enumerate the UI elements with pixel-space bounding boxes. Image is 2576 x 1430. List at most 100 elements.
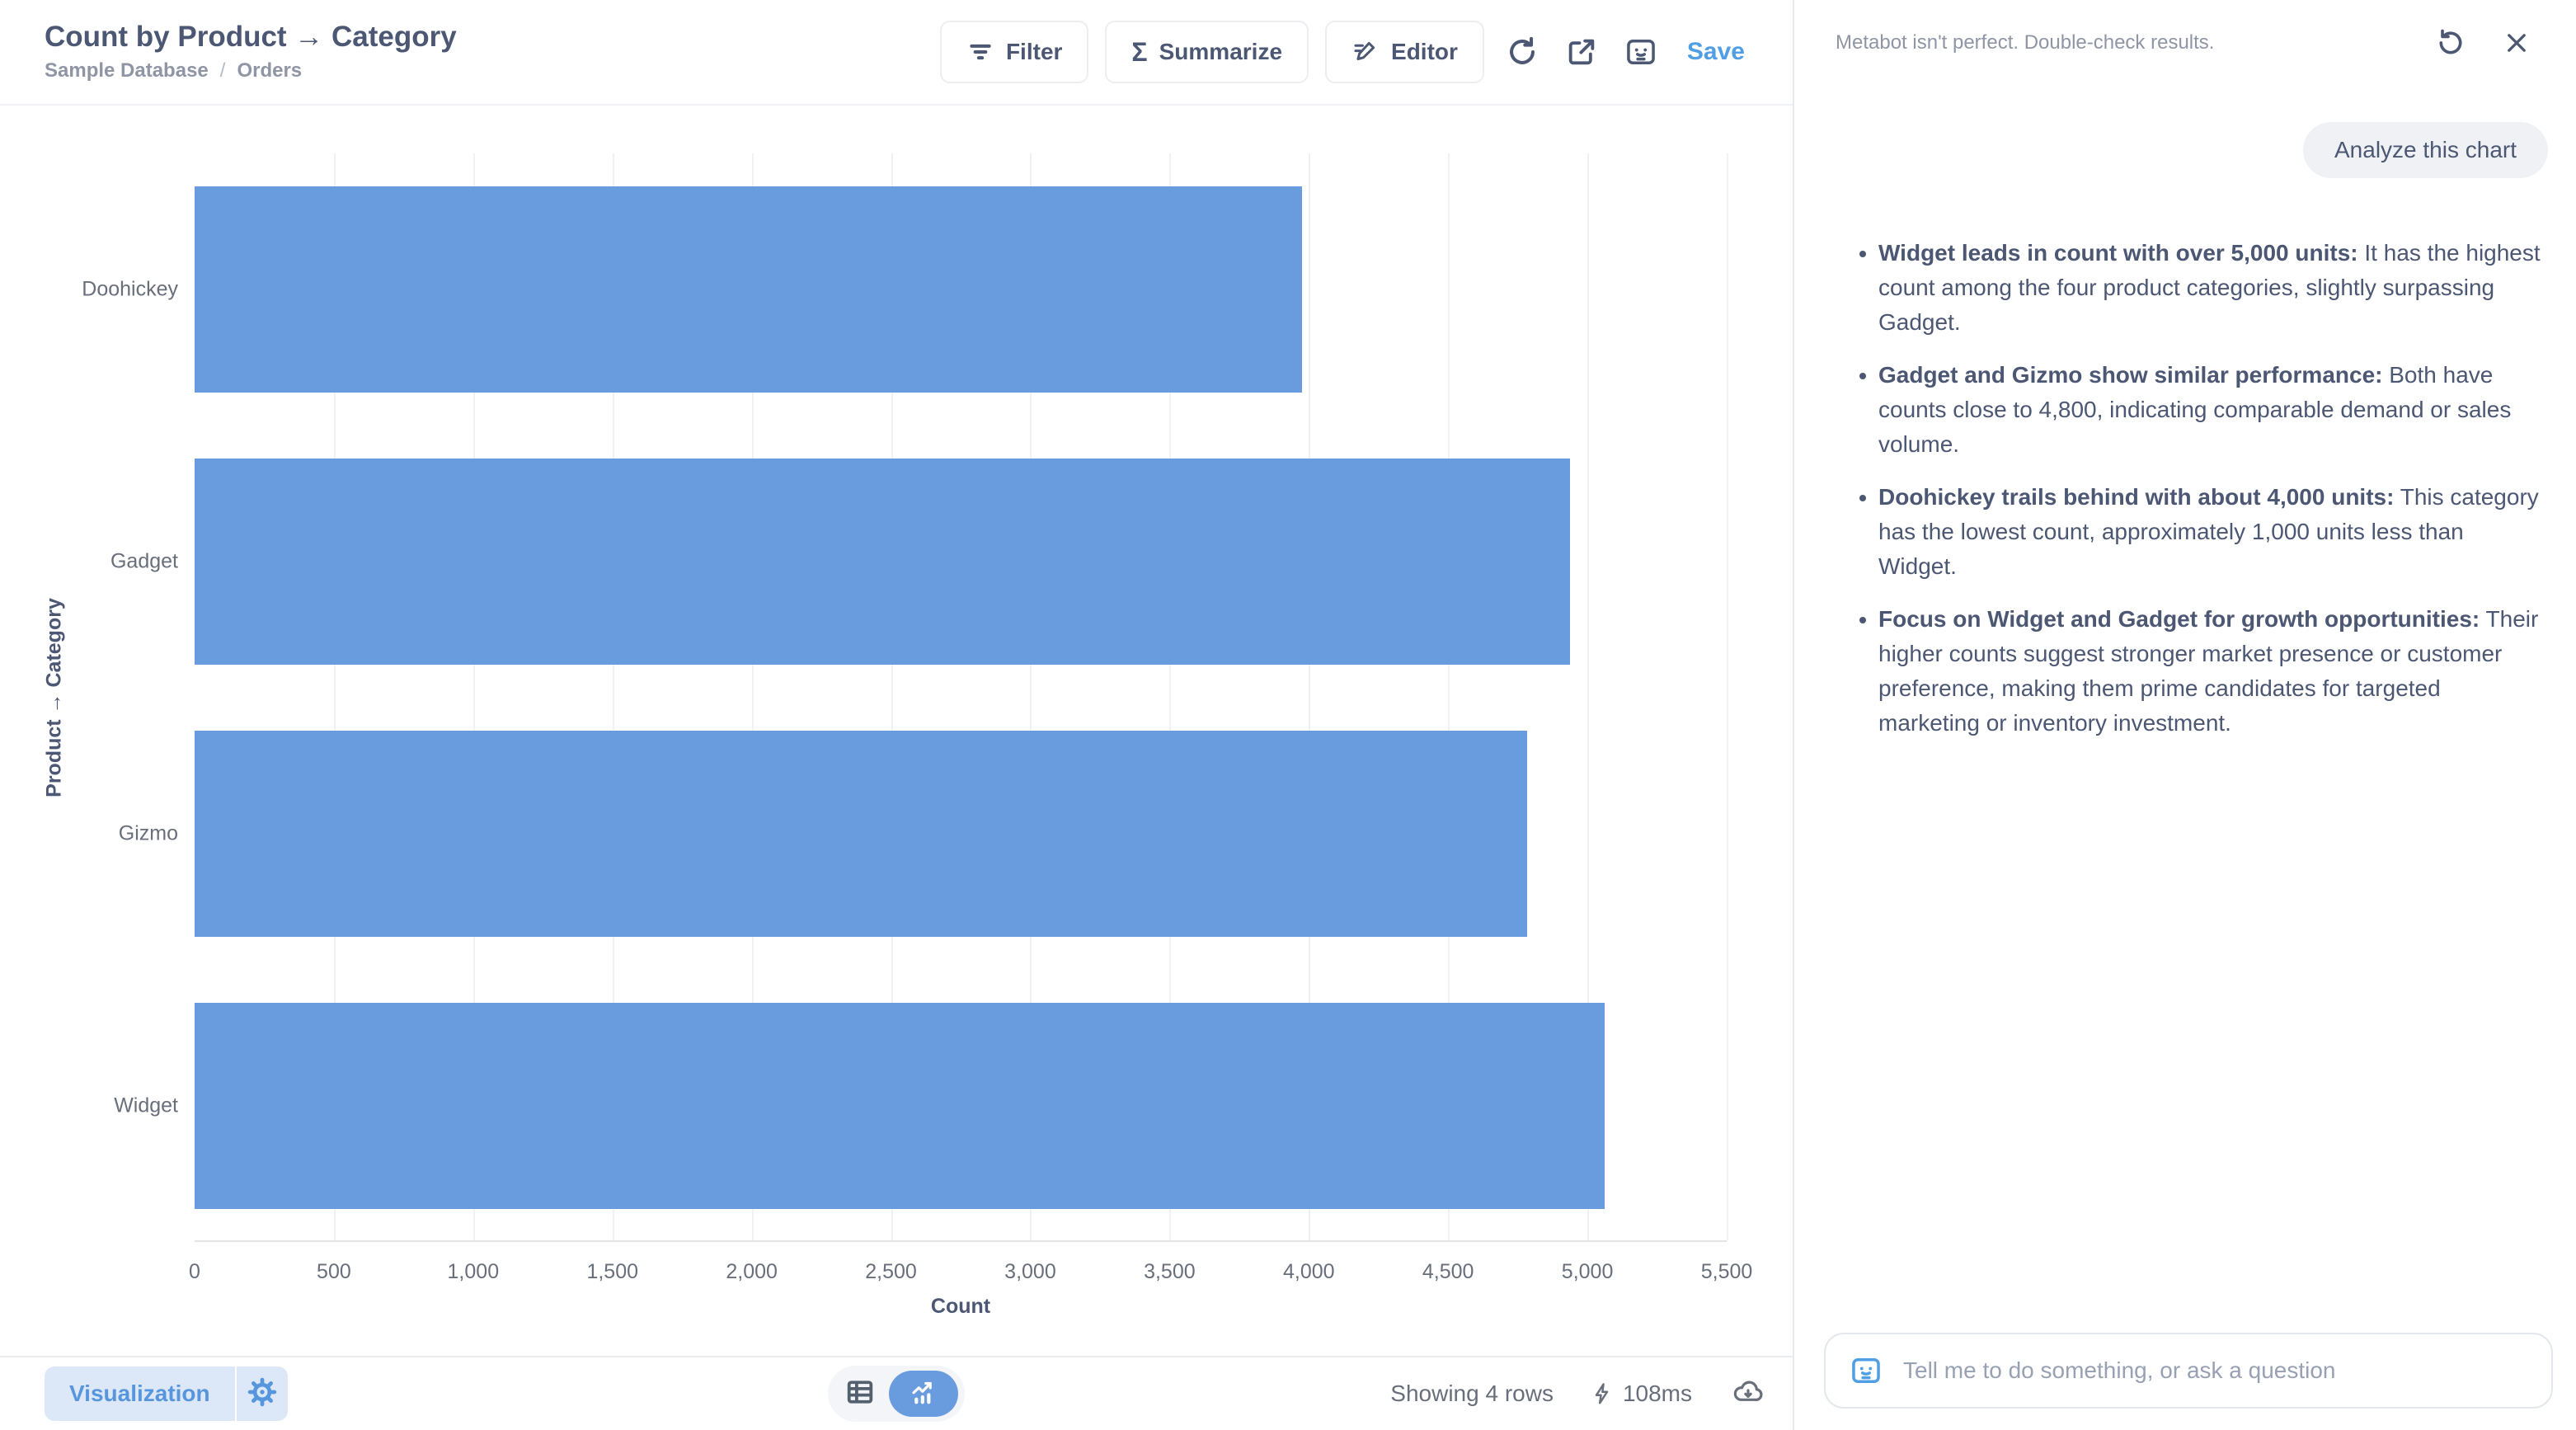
x-tick-label: 3,000 <box>1004 1260 1056 1283</box>
chart-area: Product → Category Count 0 500 1,000 1,500 2… <box>0 106 1793 1356</box>
reset-icon <box>2435 27 2466 59</box>
close-panel-button[interactable] <box>2495 21 2538 64</box>
insight-lead: Focus on Widget and Gadget for growth op… <box>1878 606 2480 632</box>
filter-button[interactable]: Filter <box>939 21 1089 83</box>
x-tick-label: 4,500 <box>1422 1260 1474 1283</box>
metabot-prompt-input[interactable] <box>1901 1357 2528 1385</box>
refresh-icon <box>1505 35 1539 69</box>
editor-pencil-icon <box>1351 38 1380 66</box>
bar-widget[interactable] <box>195 1003 1605 1209</box>
metabot-panel-header: Metabot isn't perfect. Double-check resu… <box>1794 0 2576 86</box>
metabot-icon <box>1624 35 1658 69</box>
close-icon <box>2503 29 2531 57</box>
insight-text: It has the highest count among the four … <box>1878 240 2541 335</box>
result-status: Showing 4 rows 108ms <box>1390 1375 1765 1414</box>
insight-text: Both have counts close to 4,800, indicat… <box>1878 362 2512 457</box>
filter-icon <box>966 38 994 66</box>
insight-lead: Gadget and Gizmo show similar performanc… <box>1878 362 2383 388</box>
summarize-button-label: Summarize <box>1159 39 1283 64</box>
title-block: Count by Product → Category Sample Datab… <box>45 21 457 83</box>
table-icon <box>844 1376 876 1412</box>
x-tick-label: 5,000 <box>1561 1260 1614 1283</box>
visualization-settings-button[interactable] <box>234 1366 288 1421</box>
gridline <box>333 153 336 1240</box>
gridline <box>1727 153 1728 1240</box>
x-tick-label: 5,500 <box>1700 1260 1753 1283</box>
visualization-button[interactable]: Visualization <box>45 1366 288 1421</box>
table-view-button[interactable] <box>844 1376 876 1412</box>
insights-list: Widget leads in count with over 5,000 un… <box>1859 236 2546 759</box>
metabot-input-icon <box>1849 1353 1883 1388</box>
y-axis-title: Product → Category <box>42 598 66 797</box>
insight-text: This category has the lowest count, appr… <box>1878 484 2539 579</box>
gear-icon <box>247 1376 278 1412</box>
summarize-button[interactable]: Σ Summarize <box>1105 21 1309 83</box>
y-axis-category-label: Gadget <box>110 549 178 573</box>
gridline <box>1448 153 1450 1240</box>
breadcrumb: Sample Database / Orders <box>45 59 457 82</box>
bar-gadget[interactable] <box>195 459 1571 665</box>
x-tick-label: 0 <box>189 1260 200 1283</box>
gridline <box>612 153 614 1240</box>
gridline <box>1030 153 1032 1240</box>
breadcrumb-database[interactable]: Sample Database <box>45 59 209 82</box>
page-title[interactable]: Count by Product → Category <box>45 20 457 53</box>
chart-view-button[interactable] <box>889 1371 958 1417</box>
metabot-toggle-button[interactable] <box>1619 31 1662 73</box>
editor-button[interactable]: Editor <box>1325 21 1484 83</box>
x-tick-label: 2,500 <box>865 1260 917 1283</box>
y-axis-category-label: Gizmo <box>118 821 178 845</box>
insight-bullet: Doohickey trails behind with about 4,000… <box>1878 480 2546 584</box>
viz-type-toggle <box>828 1366 965 1422</box>
x-tick-label: 3,500 <box>1144 1260 1196 1283</box>
gridline <box>1309 153 1311 1240</box>
metabot-chat-box <box>1824 1333 2553 1409</box>
metabot-panel: Metabot isn't perfect. Double-check resu… <box>1794 0 2576 1430</box>
x-tick-label: 4,000 <box>1282 1260 1335 1283</box>
sigma-icon: Σ <box>1131 37 1148 67</box>
y-axis-category-label: Doohickey <box>82 277 178 301</box>
question-header: Count by Product → Category Sample Datab… <box>0 0 1793 106</box>
share-button[interactable] <box>1560 31 1603 73</box>
external-link-icon <box>1565 35 1598 68</box>
lightning-icon <box>1590 1381 1615 1406</box>
metabot-disclaimer: Metabot isn't perfect. Double-check resu… <box>1836 31 2215 54</box>
visualization-button-label[interactable]: Visualization <box>69 1381 210 1406</box>
bar-gizmo[interactable] <box>195 731 1528 937</box>
insight-bullet: Focus on Widget and Gadget for growth op… <box>1878 602 2546 741</box>
breadcrumb-separator: / <box>219 59 226 82</box>
cloud-download-icon <box>1732 1375 1765 1414</box>
toolbar: Filter Σ Summarize Editor <box>939 21 1760 83</box>
user-message-row: Analyze this chart <box>1794 86 2576 178</box>
x-axis-title: Count <box>930 1295 991 1318</box>
view-footer: Visualization Showing 4 rows <box>0 1356 1793 1430</box>
gridline <box>891 153 893 1240</box>
gridline <box>1587 153 1590 1240</box>
breadcrumb-table[interactable]: Orders <box>237 59 303 82</box>
gridline <box>472 153 475 1240</box>
x-tick-label: 1,500 <box>586 1260 638 1283</box>
user-message-bubble: Analyze this chart <box>2303 122 2548 178</box>
download-button[interactable] <box>1732 1375 1765 1414</box>
row-count[interactable]: Showing 4 rows <box>1390 1381 1554 1406</box>
x-tick-label: 1,000 <box>447 1260 500 1283</box>
insight-bullet: Widget leads in count with over 5,000 un… <box>1878 236 2546 340</box>
question-view: Count by Product → Category Sample Datab… <box>0 0 1794 1430</box>
insight-bullet: Gadget and Gizmo show similar performanc… <box>1878 358 2546 462</box>
plot-area: Count 0 500 1,000 1,500 2,000 2,500 3,000 3,500… <box>82 153 1752 1318</box>
bar-doohickey[interactable] <box>195 186 1303 393</box>
query-duration: 108ms <box>1622 1381 1692 1406</box>
x-tick-label: 2,000 <box>726 1260 778 1283</box>
save-button[interactable]: Save <box>1686 38 1745 65</box>
gridline <box>751 153 754 1240</box>
reset-conversation-button[interactable] <box>2429 21 2472 64</box>
insight-lead: Doohickey trails behind with about 4,000… <box>1878 484 2395 510</box>
refresh-button[interactable] <box>1501 31 1544 73</box>
gridline <box>1169 153 1172 1240</box>
x-tick-label: 500 <box>317 1260 351 1283</box>
insight-lead: Widget leads in count with over 5,000 un… <box>1878 240 2358 266</box>
trend-chart-icon <box>909 1377 938 1411</box>
filter-button-label: Filter <box>1005 39 1063 64</box>
insight-text: Their higher counts suggest stronger mar… <box>1878 606 2539 736</box>
editor-button-label: Editor <box>1391 39 1458 64</box>
